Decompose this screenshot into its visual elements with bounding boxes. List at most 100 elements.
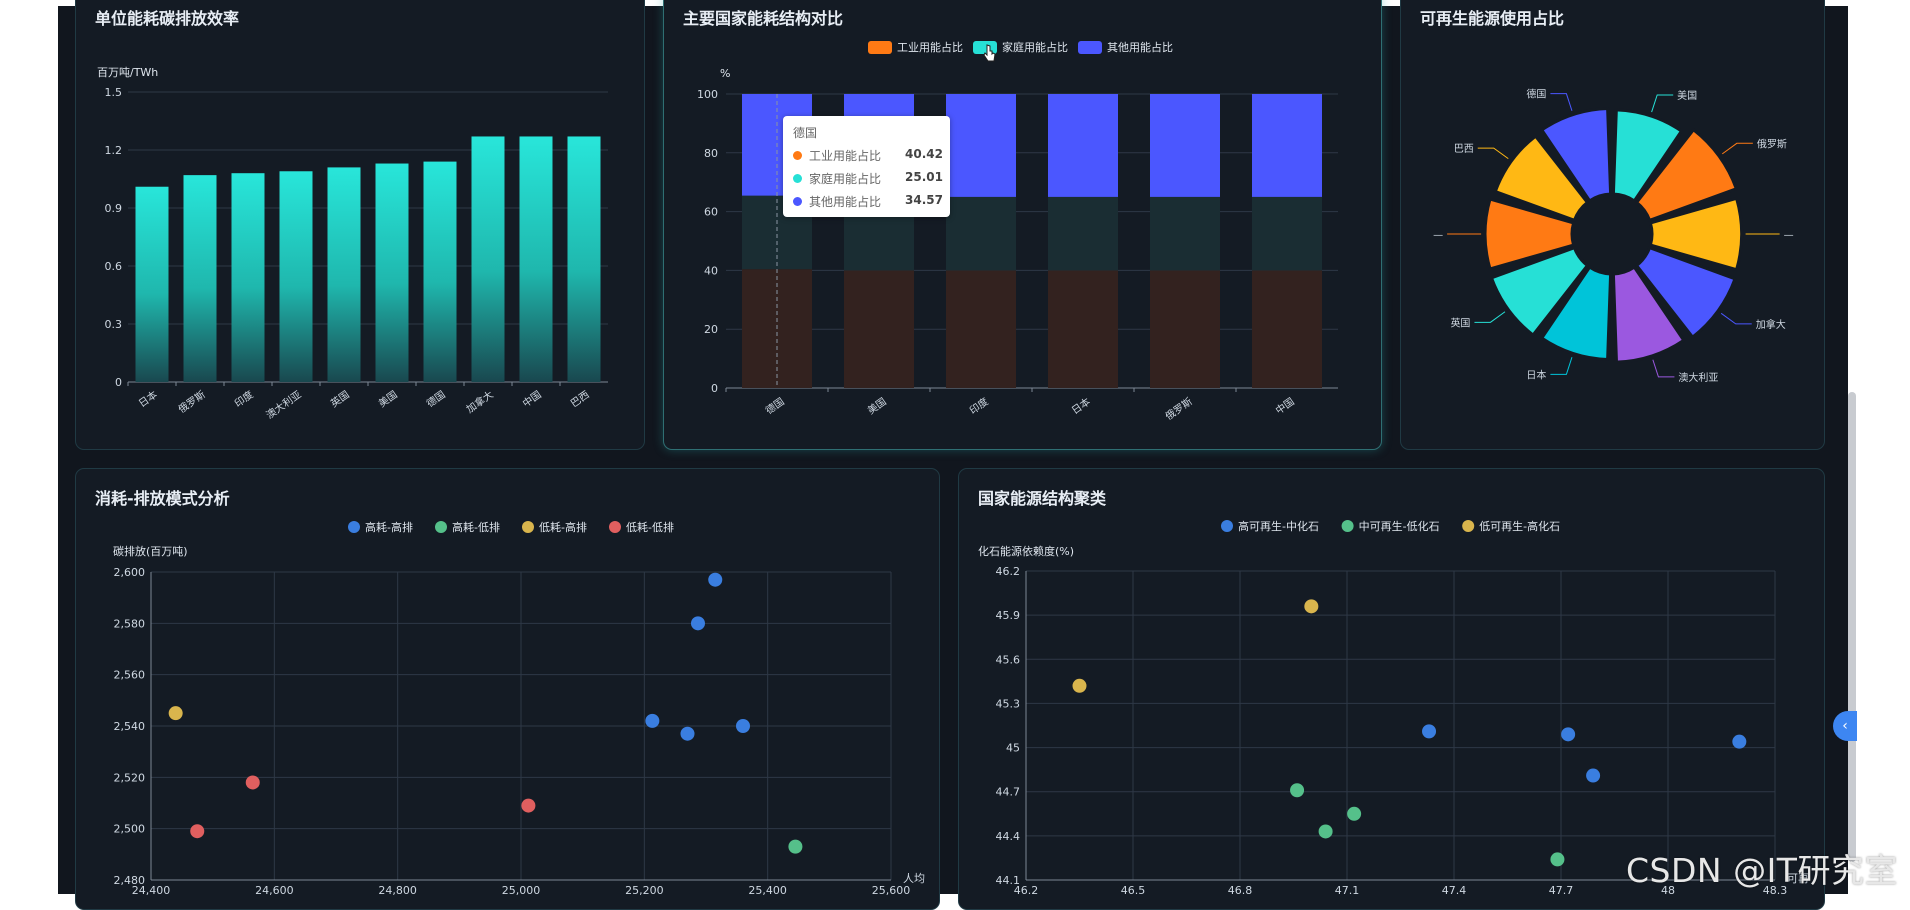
scatter-point [1318, 824, 1333, 839]
x-tick-label: 巴西 [568, 389, 591, 410]
x-tick-label: 澳大利亚 [263, 388, 303, 422]
tooltip-row: 工业用能占比 40.42 [793, 147, 943, 163]
y-tick-label: 45.6 [996, 653, 1021, 666]
x-tick-label: 日本 [136, 388, 160, 410]
legend-label: 低可再生-高化石 [1479, 519, 1560, 533]
legend-label: 低耗-高排 [539, 520, 587, 534]
collapse-toggle-button[interactable]: ‹ [1833, 711, 1857, 741]
y-axis-unit: 化石能源依赖度(%) [978, 544, 1074, 558]
scatter-point [1422, 724, 1437, 739]
page-right-margin [1848, 0, 1910, 894]
x-tick-label: 25,600 [872, 884, 911, 897]
y-tick-label: 2,600 [114, 566, 146, 579]
stacked-bar-segment [1252, 196, 1322, 271]
y-tick-label: 44.4 [996, 830, 1021, 843]
y-tick-label: 45.9 [996, 609, 1021, 622]
bar [279, 171, 313, 382]
tooltip-dot [793, 197, 802, 206]
scatter-point [680, 726, 695, 741]
slice-label: 俄罗斯 [1757, 137, 1787, 150]
y-tick-label: 40 [704, 264, 718, 277]
x-tick-label: 47.4 [1442, 884, 1467, 897]
x-tick-label: 24,800 [378, 884, 417, 897]
tooltip-value: 25.01 [905, 170, 943, 184]
bar [327, 167, 361, 382]
x-tick-label: 英国 [328, 388, 352, 410]
mouse-cursor-icon [983, 44, 996, 62]
label-leader-line [1474, 311, 1506, 323]
y-axis-unit: 碳排放(百万吨) [113, 544, 188, 558]
vertical-scrollbar[interactable] [1848, 392, 1856, 862]
scatter-point [190, 824, 205, 839]
y-tick-label: 60 [704, 206, 718, 219]
tooltip-dot [793, 174, 802, 183]
y-tick-label: 44.1 [996, 874, 1021, 887]
scatter-point [690, 616, 705, 631]
bar [519, 136, 553, 382]
legend-label: 低耗-低排 [626, 520, 674, 534]
y-tick-label: 1.2 [105, 144, 123, 157]
slice-label: 德国 [1526, 88, 1546, 101]
rose-slice [1611, 108, 1683, 203]
slice-label: — [1433, 230, 1443, 241]
legend-label: 家庭用能占比 [1002, 40, 1068, 54]
tooltip-title: 德国 [793, 126, 818, 140]
rose-slice [1489, 246, 1589, 337]
stacked-bar-segment [1150, 270, 1220, 388]
bar [183, 175, 217, 382]
y-tick-label: 80 [704, 147, 718, 160]
label-leader-line [1550, 93, 1573, 111]
stacked-bar-segment [946, 270, 1016, 388]
label-leader-line [1720, 312, 1752, 325]
scatter-point [1072, 678, 1087, 693]
label-leader-line [1721, 142, 1753, 155]
slice-label: 澳大利亚 [1678, 371, 1718, 384]
rose-slice [1635, 246, 1737, 339]
rose-slice [1635, 128, 1738, 222]
x-tick-label: 印度 [967, 395, 991, 417]
legend-marker [609, 521, 621, 533]
scatter-point [1290, 783, 1305, 798]
tooltip-name: 家庭用能占比 [809, 172, 882, 186]
y-tick-label: 44.7 [996, 786, 1021, 799]
tooltip-row: 家庭用能占比 25.01 [793, 170, 943, 186]
slice-label: 日本 [1526, 368, 1546, 381]
tooltip-name: 其他用能占比 [809, 195, 882, 209]
bar [471, 136, 505, 382]
x-tick-label: 印度 [232, 388, 256, 410]
rose-slice [1540, 107, 1613, 203]
legend-label: 其他用能占比 [1107, 40, 1173, 54]
panel-title: 国家能源结构聚类 [978, 489, 1107, 508]
x-tick-label: 47.7 [1549, 884, 1574, 897]
x-tick-label: 中国 [520, 388, 544, 410]
stacked-bar-segment [1150, 196, 1220, 271]
y-tick-label: 20 [704, 323, 718, 336]
y-axis-unit: 百万吨/TWh [97, 66, 158, 79]
legend-label: 工业用能占比 [897, 40, 963, 54]
y-tick-label: 0 [711, 382, 718, 395]
label-leader-line [1651, 94, 1674, 113]
x-tick-label: 46.2 [1014, 884, 1039, 897]
stacked-bar-segment [1150, 94, 1220, 197]
y-tick-label: 45 [1006, 742, 1020, 755]
y-tick-label: 0.3 [105, 318, 123, 331]
x-tick-label: 俄罗斯 [1163, 395, 1195, 423]
y-tick-label: 2,580 [114, 617, 146, 630]
rose-slice [1611, 265, 1686, 364]
x-tick-label: 美国 [865, 395, 889, 417]
scatter-point [1586, 768, 1601, 783]
slice-label: 英国 [1450, 316, 1470, 329]
x-tick-label: 日本 [1069, 395, 1093, 417]
rose-slice [1493, 134, 1589, 222]
stacked-bar-segment [1048, 94, 1118, 197]
tooltip-value: 40.42 [905, 147, 943, 161]
legend-marker [435, 521, 447, 533]
y-tick-label: 0.9 [105, 202, 123, 215]
legend-label: 高耗-低排 [452, 520, 500, 534]
scatter-point [1732, 734, 1747, 749]
legend-marker [522, 521, 534, 533]
panel-title: 单位能耗碳排放效率 [95, 9, 240, 28]
legend-marker [1341, 520, 1354, 532]
slice-label: — [1784, 230, 1794, 241]
y-tick-label: 1.5 [105, 86, 123, 99]
